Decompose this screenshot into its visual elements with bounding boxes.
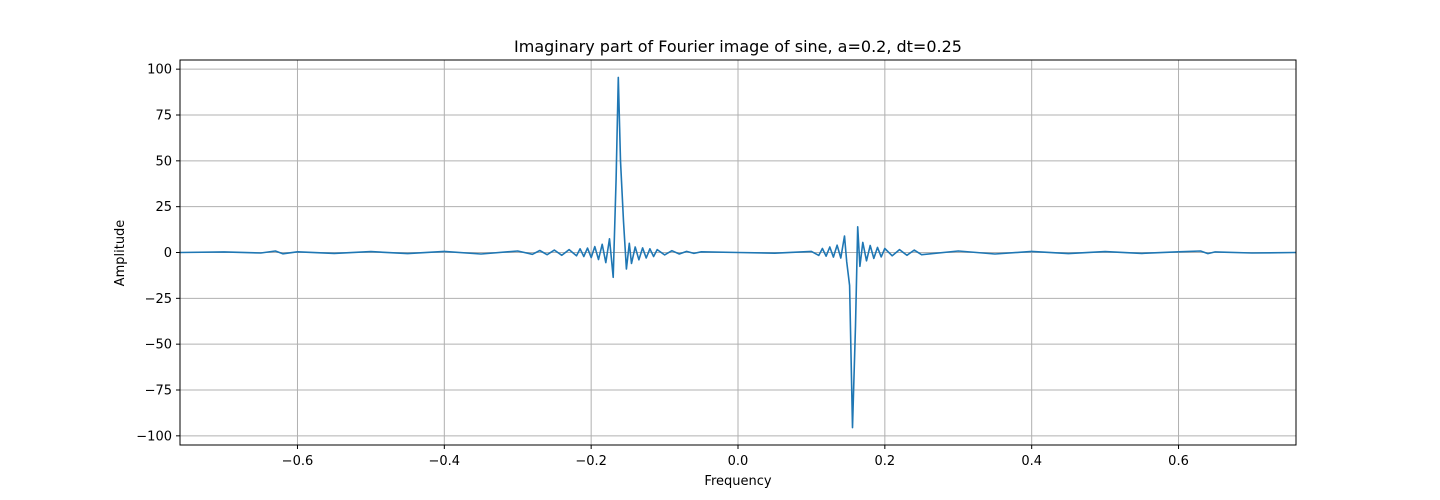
x-tick-label: −0.2 — [575, 454, 607, 469]
y-tick-label: 25 — [155, 200, 172, 215]
x-axis-ticks: −0.6 −0.4 −0.2 0.0 0.2 0.4 0.6 — [282, 445, 1189, 469]
x-tick-label: −0.4 — [429, 454, 461, 469]
x-tick-label: −0.6 — [282, 454, 314, 469]
y-tick-label: 50 — [155, 154, 172, 169]
y-axis-label: Amplitude — [113, 220, 128, 287]
y-tick-label: −75 — [145, 384, 172, 399]
chart-title: Imaginary part of Fourier image of sine,… — [514, 37, 962, 56]
x-tick-label: 0.2 — [874, 454, 895, 469]
x-axis-label: Frequency — [704, 474, 771, 489]
series-line — [179, 76, 1297, 429]
y-tick-label: 100 — [147, 63, 172, 78]
y-tick-label: −50 — [145, 338, 172, 353]
y-tick-label: 0 — [164, 246, 172, 261]
x-tick-label: 0.6 — [1168, 454, 1189, 469]
y-tick-label: 75 — [155, 109, 172, 124]
plot-frame — [179, 59, 1297, 446]
y-axis-ticks: 100 75 50 25 0 −25 −50 −75 −100 — [136, 63, 180, 444]
x-tick-label: 0.0 — [728, 454, 749, 469]
y-tick-label: −25 — [145, 292, 172, 307]
x-tick-label: 0.4 — [1021, 454, 1042, 469]
y-tick-label: −100 — [136, 429, 172, 444]
